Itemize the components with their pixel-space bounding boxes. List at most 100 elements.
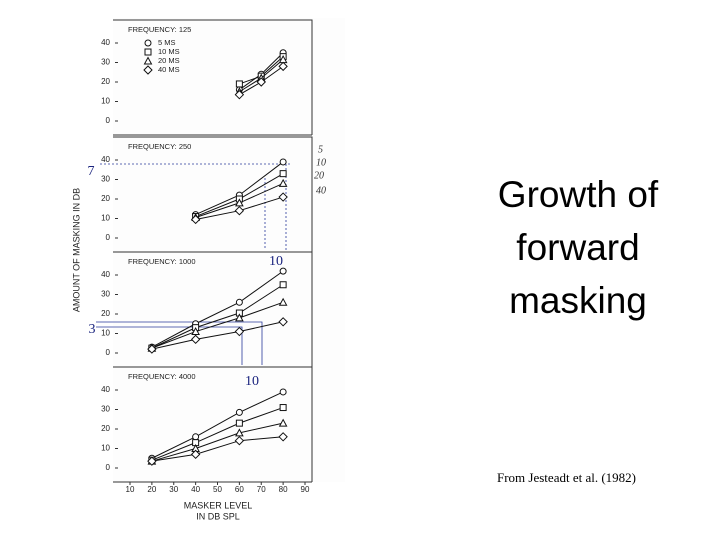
series-line — [151, 284, 284, 349]
y-tick-label: 30 — [101, 175, 110, 184]
marker-circle — [235, 408, 243, 416]
panel-frame — [113, 19, 313, 135]
marker-diamond — [256, 77, 266, 87]
marker-diamond — [190, 334, 201, 345]
marker-diamond — [278, 61, 288, 72]
marker-circle — [192, 433, 200, 441]
legend-marker — [143, 65, 153, 75]
handwritten-label: 20 — [314, 170, 324, 181]
marker-diamond — [147, 344, 157, 354]
marker-square — [279, 281, 287, 289]
panel-title: FREQUENCY: 250 — [128, 142, 191, 151]
y-tick-label: 0 — [106, 233, 111, 242]
y-tick-label: 0 — [106, 463, 111, 472]
marker-diamond — [234, 435, 245, 446]
y-tick-label: 10 — [101, 97, 110, 106]
marker-triangle — [278, 178, 288, 187]
y-tick-label: 10 — [101, 444, 110, 453]
marker-diamond — [234, 205, 245, 216]
series-line — [151, 422, 284, 462]
legend-label: 10 MS — [158, 47, 180, 56]
legend-label: 5 MS — [158, 38, 176, 47]
y-tick-label: 20 — [101, 309, 110, 318]
annotation: 10 — [269, 254, 283, 269]
panel-frame — [113, 251, 313, 367]
marker-diamond — [147, 456, 157, 466]
y-axis-label: AMOUNT OF MASKING IN DB — [71, 188, 81, 312]
marker-triangle — [191, 326, 200, 336]
x-tick-label: 30 — [169, 485, 178, 494]
x-tick-label: 60 — [235, 485, 244, 494]
annotation: 3 — [89, 322, 96, 337]
y-tick-label: 40 — [101, 155, 110, 164]
annotation-guides — [96, 163, 290, 365]
series-line — [151, 436, 284, 462]
marker-diamond — [190, 214, 201, 225]
marker-diamond — [278, 432, 288, 442]
source-citation: From Jesteadt et al. (1982) — [497, 470, 636, 485]
handwritten-label: 10 — [316, 157, 326, 168]
marker-circle — [279, 267, 287, 275]
marker-circle — [235, 298, 243, 306]
marker-diamond — [190, 449, 201, 460]
x-axis-label: MASKER LEVEL — [184, 500, 253, 510]
handwritten-label: 40 — [316, 185, 326, 196]
figure-panel — [113, 18, 345, 482]
y-tick-label: 40 — [101, 38, 110, 47]
series-line — [151, 391, 284, 459]
y-tick-label: 10 — [101, 214, 110, 223]
marker-diamond — [234, 326, 245, 337]
series-line — [151, 301, 284, 349]
panel-title: FREQUENCY: 1000 — [128, 257, 196, 266]
y-tick-label: 0 — [106, 348, 111, 357]
marker-square — [235, 419, 243, 427]
marker-diamond — [278, 317, 288, 327]
marker-square — [235, 80, 243, 88]
y-tick-label: 0 — [106, 116, 111, 125]
y-tick-label: 30 — [101, 290, 110, 299]
marker-triangle — [235, 428, 244, 437]
x-tick-label: 90 — [301, 485, 310, 494]
y-tick-label: 20 — [101, 424, 110, 433]
series-line — [151, 321, 284, 350]
series-line — [151, 270, 284, 348]
y-tick-label: 20 — [101, 194, 110, 203]
y-tick-label: 10 — [101, 329, 110, 338]
marker-diamond — [234, 89, 245, 100]
panel-title: FREQUENCY: 4000 — [128, 372, 196, 381]
marker-diamond — [278, 192, 288, 202]
y-tick-label: 40 — [101, 385, 110, 394]
x-axis-label: IN DB SPL — [196, 511, 240, 521]
x-tick-label: 10 — [126, 485, 135, 494]
handwritten-label: 5 — [318, 144, 323, 155]
marker-triangle — [235, 198, 244, 207]
marker-circle — [279, 158, 287, 166]
marker-triangle — [278, 297, 288, 306]
x-tick-label: 20 — [147, 485, 156, 494]
panel-title: FREQUENCY: 125 — [128, 25, 191, 34]
annotation: 7 — [88, 164, 95, 179]
y-tick-label: 30 — [101, 58, 110, 67]
y-tick-label: 30 — [101, 405, 110, 414]
legend-label: 20 MS — [158, 56, 180, 65]
legend-marker — [144, 48, 152, 56]
slide-title: Growth of forward masking — [497, 174, 659, 321]
x-tick-label: 40 — [191, 485, 200, 494]
series-line — [151, 407, 284, 461]
panel-frame — [113, 366, 313, 482]
y-tick-label: 20 — [101, 77, 110, 86]
x-tick-label: 70 — [257, 485, 266, 494]
marker-triangle — [278, 418, 288, 427]
marker-circle — [279, 388, 287, 396]
legend-marker — [143, 56, 153, 65]
annotation: 10 — [245, 374, 259, 389]
legend-marker — [144, 39, 152, 47]
marker-triangle — [235, 313, 244, 322]
y-tick-label: 40 — [101, 270, 110, 279]
marker-square — [279, 170, 287, 178]
legend-label: 40 MS — [158, 65, 180, 74]
panel-frame — [113, 136, 313, 252]
marker-square — [279, 404, 287, 412]
